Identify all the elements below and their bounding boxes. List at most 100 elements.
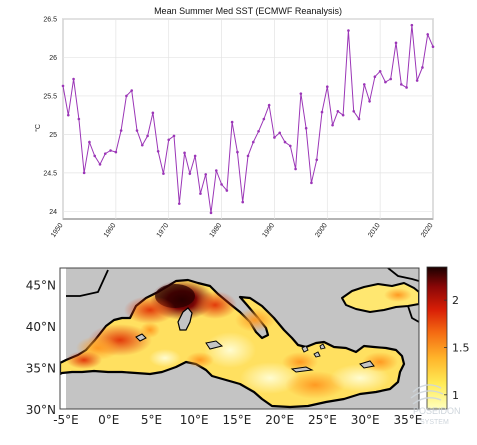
longitude-tick-label: 35°E — [393, 413, 422, 427]
data-point — [130, 89, 134, 92]
longitude-tick-label: 15°E — [223, 413, 252, 427]
data-point — [288, 144, 292, 148]
data-point — [114, 150, 118, 154]
y-tick-labels: 24 24.5 25 25.5 26 26.5 — [43, 17, 57, 216]
data-point — [241, 200, 245, 204]
data-point — [273, 136, 276, 139]
x-tick-label: 2010 — [367, 222, 382, 239]
latitude-tick-labels: 30°N 35°N 40°N 45°N — [26, 279, 56, 417]
x-tick-label: 1950 — [50, 222, 65, 239]
data-point — [299, 92, 303, 95]
data-point — [394, 41, 398, 45]
data-point — [151, 111, 155, 115]
colorbar — [426, 266, 448, 410]
data-point — [378, 70, 382, 73]
data-point — [214, 169, 218, 172]
data-point — [167, 138, 171, 142]
chart-title: Mean Summer Med SST (ECMWF Reanalysis) — [154, 6, 342, 16]
data-point — [135, 129, 139, 132]
data-point — [352, 110, 356, 113]
x-tick-label: 2000 — [314, 222, 329, 239]
corsica-sardinia — [177, 307, 193, 331]
sst-anomaly-map: -5°E 0°E 5°E 10°E 15°E 20°E 25°E 30°E 35°E 30°N3… — [26, 266, 470, 427]
data-point — [177, 202, 181, 205]
x-tick-label: 1960 — [103, 222, 118, 239]
x-tick-label: 1970 — [156, 222, 171, 239]
data-point — [77, 117, 81, 121]
balearic-island — [135, 333, 147, 342]
data-point — [294, 167, 297, 171]
data-point — [331, 123, 334, 127]
sst-series — [61, 23, 435, 215]
data-point — [61, 84, 65, 88]
data-point — [172, 134, 176, 138]
latitude-tick-label: 30°N — [26, 403, 56, 417]
data-point — [193, 154, 197, 158]
watermark-line2: SYSTEM — [420, 419, 449, 426]
data-point — [405, 86, 408, 89]
longitude-tick-label: 20°E — [265, 413, 294, 427]
data-point — [262, 117, 266, 121]
data-point — [320, 110, 324, 114]
data-point — [72, 77, 75, 81]
data-point — [341, 113, 345, 117]
x-tick-label: 2020 — [420, 222, 435, 239]
black-sea-field — [384, 288, 412, 302]
x-tick-labels: 1950 1960 1970 1980 1990 2000 2010 2020 — [50, 222, 435, 239]
longitude-tick-label: 30°E — [351, 413, 380, 427]
aegean-islands — [301, 343, 326, 358]
sst-timeseries-chart: Mean Summer Med SST (ECMWF Reanalysis) 2… — [34, 6, 435, 239]
longitude-tick-label: -5°E — [53, 413, 79, 427]
data-point — [426, 33, 430, 36]
map-frame — [59, 267, 420, 410]
y-axis-label: °C — [34, 124, 42, 132]
data-point — [183, 151, 186, 155]
data-point — [368, 100, 371, 103]
y-tick-label: 26.5 — [43, 17, 57, 24]
data-point — [230, 120, 234, 124]
data-point — [399, 83, 403, 86]
data-point — [283, 140, 287, 144]
longitude-tick-labels: -5°E 0°E 5°E 10°E 15°E 20°E 25°E 30°E 35°E — [53, 413, 422, 427]
data-point — [246, 154, 250, 158]
colorbar-tick-label: 1 — [452, 389, 459, 402]
data-point — [98, 163, 102, 166]
data-point — [209, 211, 213, 215]
gridlines — [62, 18, 434, 219]
data-point — [325, 85, 329, 88]
longitude-tick-label: 0°E — [98, 413, 119, 427]
data-point — [257, 130, 260, 133]
colorbar-tick-label: 1.5 — [452, 341, 470, 354]
northern-coastline — [66, 268, 419, 323]
data-point — [236, 150, 239, 154]
data-point — [88, 140, 91, 144]
data-point — [162, 172, 165, 175]
colorbar-tick-labels: 11.52 — [444, 294, 470, 402]
anomaly-field — [66, 280, 398, 399]
y-tick-label: 25.5 — [43, 93, 57, 100]
data-point — [310, 181, 313, 185]
plot-area — [62, 18, 434, 220]
data-point — [415, 79, 419, 82]
data-point — [66, 113, 70, 117]
x-tick-label: 1980 — [209, 222, 224, 239]
data-point — [225, 189, 229, 192]
sicily — [205, 340, 224, 350]
watermark-line1: POSEIDON — [413, 406, 461, 416]
y-tick-label: 26 — [49, 55, 57, 62]
wave-logo-icon — [410, 384, 444, 405]
data-point — [220, 183, 223, 186]
data-point — [304, 126, 308, 130]
poseidon-watermark: POSEIDON SYSTEM — [410, 384, 461, 426]
longitude-tick-label: 5°E — [141, 413, 162, 427]
data-point — [103, 152, 107, 155]
data-point — [125, 94, 128, 98]
data-point — [199, 192, 202, 195]
longitude-tick-label: 25°E — [308, 413, 337, 427]
data-point — [357, 117, 361, 121]
latitude-tick-label: 40°N — [26, 320, 56, 334]
atlantic-water — [60, 268, 66, 409]
data-point — [156, 150, 160, 153]
data-point — [109, 149, 112, 152]
